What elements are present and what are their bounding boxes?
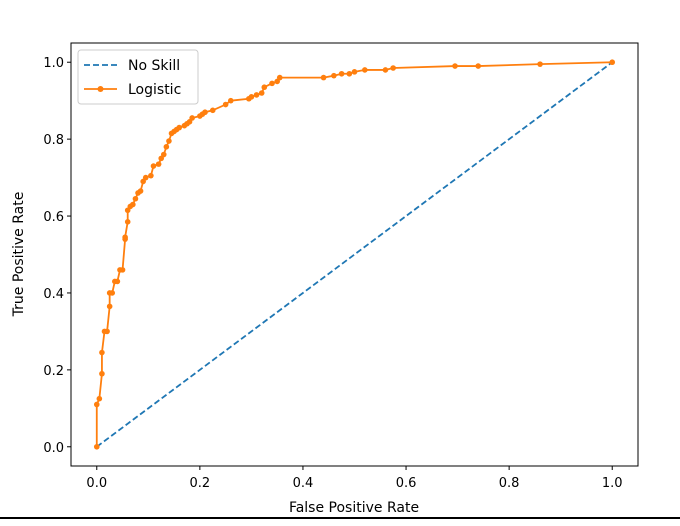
data-point-logistic <box>222 101 229 108</box>
data-point-logistic <box>109 290 116 296</box>
data-point-logistic <box>452 63 458 69</box>
bottom-border <box>0 517 680 519</box>
legend-box <box>77 49 199 105</box>
data-point-logistic <box>537 61 543 67</box>
y-tick-label: 0.6 <box>43 210 64 225</box>
y-axis-ticks: 0.0 0.2 0.4 0.6 0.8 1.0 <box>43 56 71 456</box>
data-point-logistic <box>160 151 167 158</box>
data-point-logistic <box>209 107 216 114</box>
data-point-logistic <box>142 174 149 181</box>
data-point-logistic <box>248 94 255 100</box>
data-point-logistic <box>122 234 128 240</box>
data-point-logistic <box>382 67 389 73</box>
x-tick-label: 0.4 <box>293 476 314 491</box>
x-axis-label: False Positive Rate <box>289 500 419 516</box>
data-point-logistic <box>351 69 358 75</box>
data-point-logistic <box>276 74 283 81</box>
y-tick-label: 1.0 <box>43 56 64 71</box>
data-point-logistic <box>227 97 234 104</box>
data-point-logistic <box>99 349 105 356</box>
x-tick-label: 0.2 <box>190 476 211 491</box>
legend-label-no-skill: No Skill <box>128 58 180 74</box>
legend-marker-logistic <box>97 86 104 92</box>
data-point-logistic <box>130 201 136 208</box>
data-point-logistic <box>166 138 172 144</box>
x-tick-label: 0.0 <box>86 476 107 491</box>
data-point-logistic <box>104 328 110 335</box>
data-point-logistic <box>202 109 208 116</box>
data-point-logistic <box>124 219 131 225</box>
x-tick-label: 0.6 <box>396 476 417 491</box>
y-axis-label: True Positive Rate <box>11 192 27 318</box>
y-tick-label: 0.8 <box>43 133 64 148</box>
data-point-logistic <box>106 303 113 310</box>
data-point-logistic <box>475 63 482 69</box>
data-point-logistic <box>96 395 103 402</box>
data-point-logistic <box>269 80 275 87</box>
data-point-logistic <box>346 70 353 77</box>
data-point-logistic <box>362 67 368 73</box>
plot-frame <box>70 42 639 467</box>
data-point-logistic <box>189 115 195 121</box>
data-point-logistic <box>155 161 162 167</box>
data-point-logistic <box>338 70 345 77</box>
data-point-logistic <box>253 92 260 98</box>
data-point-logistic <box>176 124 183 131</box>
data-point-logistic <box>137 188 144 194</box>
data-point-logistic <box>132 195 139 202</box>
x-axis-ticks: 0.0 0.2 0.4 0.6 0.8 1.0 <box>86 466 623 491</box>
data-point-logistic <box>320 74 327 81</box>
data-point-logistic <box>261 84 268 91</box>
x-tick-label: 1.0 <box>602 476 623 491</box>
data-point-logistic <box>163 144 170 150</box>
legend-label-logistic: Logistic <box>128 82 181 98</box>
y-tick-label: 0.4 <box>43 287 64 302</box>
y-tick-label: 0.2 <box>43 364 64 379</box>
series-layer <box>93 59 616 450</box>
data-point-logistic <box>93 401 100 408</box>
data-point-logistic <box>150 163 157 169</box>
data-point-logistic <box>258 90 265 96</box>
data-point-logistic <box>119 267 126 273</box>
x-tick-label: 0.8 <box>499 476 520 491</box>
data-point-logistic <box>331 72 337 79</box>
series-line-no-skill <box>96 61 613 448</box>
data-point-logistic <box>390 65 396 71</box>
data-point-logistic <box>99 370 105 377</box>
data-point-logistic <box>148 172 154 179</box>
data-point-logistic <box>93 443 100 450</box>
data-point-logistic <box>609 59 616 66</box>
data-point-logistic <box>114 278 121 285</box>
legend: No Skill Logistic <box>77 49 199 105</box>
y-tick-label: 0.0 <box>43 441 64 456</box>
